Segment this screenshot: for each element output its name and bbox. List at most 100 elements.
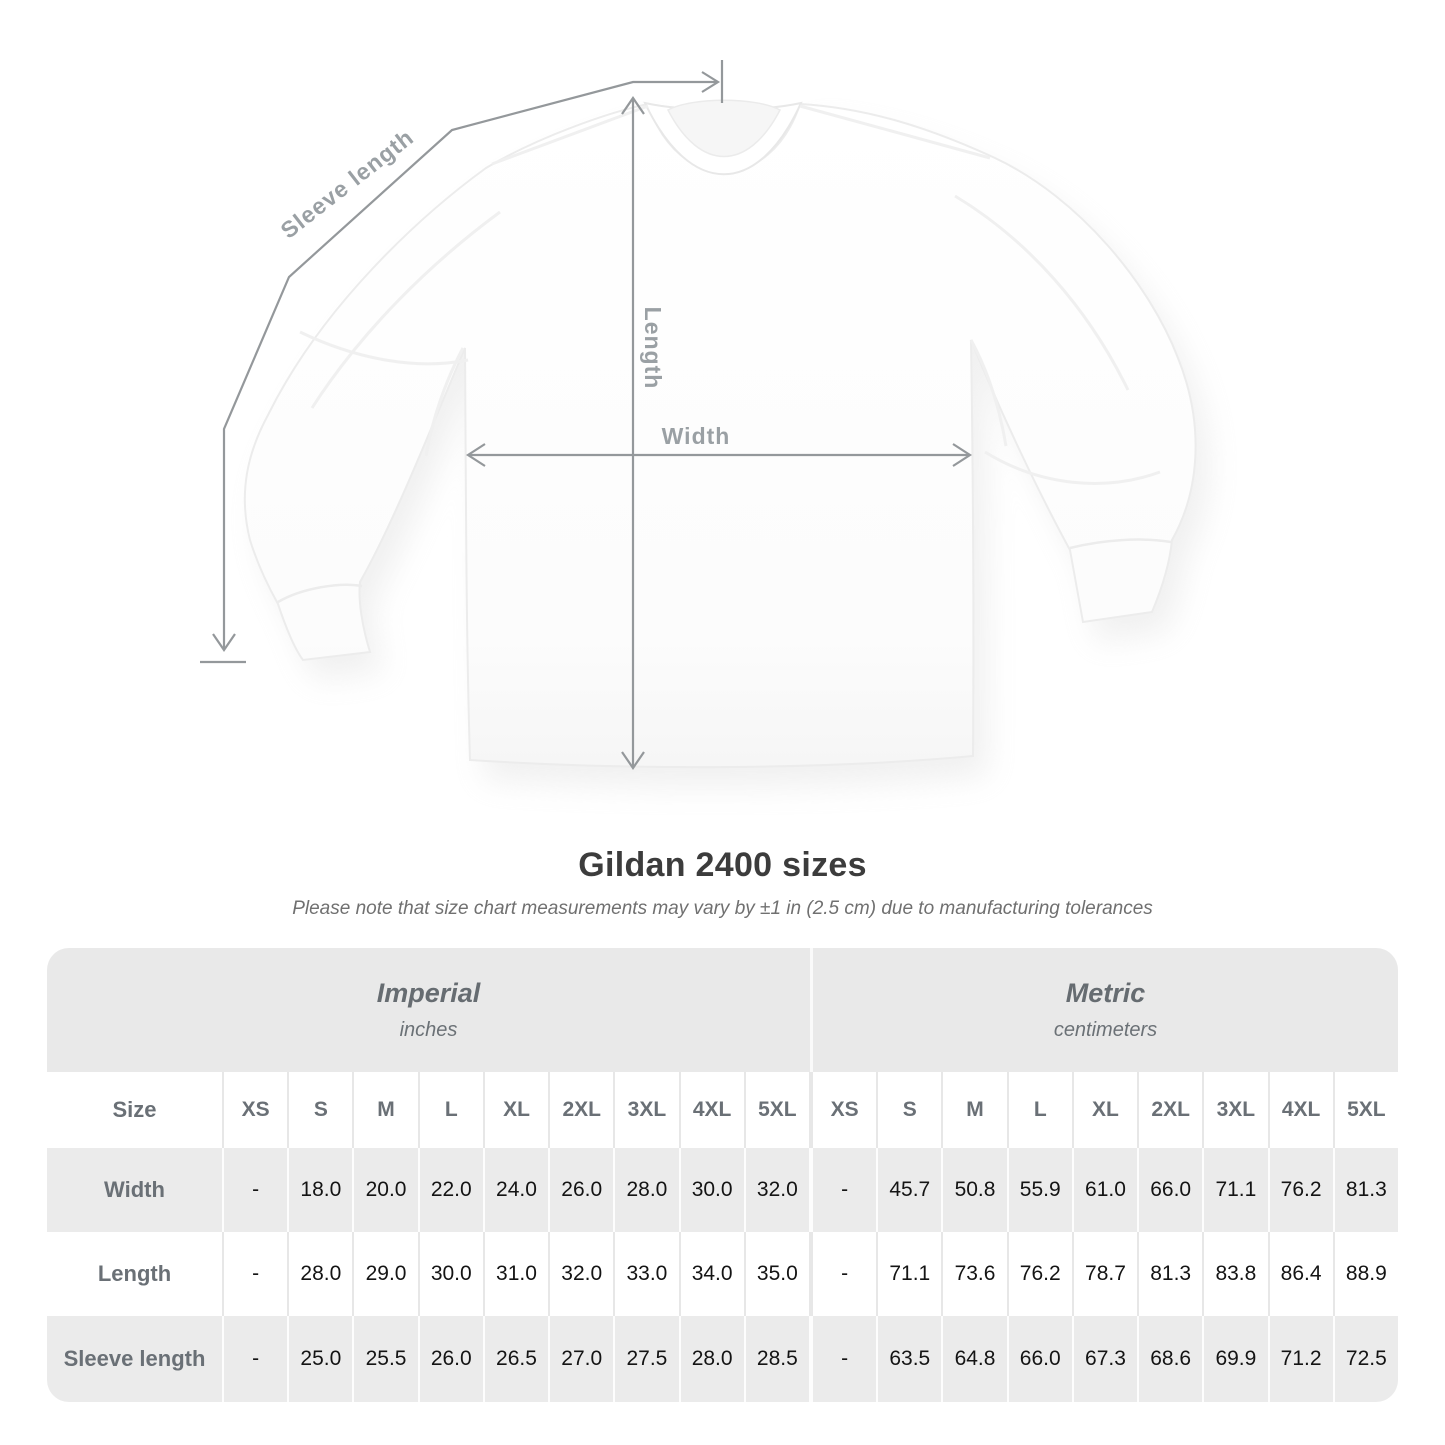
size-col-header: M <box>352 1072 417 1148</box>
table-cell: - <box>222 1316 287 1402</box>
table-cell: 63.5 <box>876 1316 941 1402</box>
size-col-header: XS <box>808 1072 876 1148</box>
table-cell: 55.9 <box>1006 1148 1072 1232</box>
size-header-row: Size XS S M L XL 2XL 3XL 4XL 5XL XS S M … <box>47 1072 1398 1148</box>
page-title: Gildan 2400 sizes <box>578 846 867 884</box>
table-cell: 18.0 <box>287 1148 352 1232</box>
unit-group-metric: Metric centimeters <box>810 948 1398 1072</box>
width-label: Width <box>662 423 731 449</box>
table-cell: 45.7 <box>876 1148 941 1232</box>
size-col-header: 5XL <box>1332 1072 1398 1148</box>
size-col-header: 2XL <box>548 1072 613 1148</box>
table-cell: 86.4 <box>1267 1232 1333 1316</box>
size-header-label: Size <box>112 1097 157 1122</box>
row-label: Length <box>97 1261 172 1286</box>
width-arrow <box>465 443 973 467</box>
table-cell: 26.0 <box>417 1316 483 1402</box>
table-cell: 64.8 <box>941 1316 1006 1402</box>
table-cell: 26.0 <box>548 1148 613 1232</box>
table-cell: - <box>222 1148 287 1232</box>
table-cell: 66.0 <box>1137 1148 1202 1232</box>
table-cell: 29.0 <box>352 1232 417 1316</box>
measurement-lines <box>200 60 973 770</box>
unit-group-name: Metric <box>1065 978 1146 1008</box>
shirt-cuff-seams <box>277 538 1172 604</box>
size-col-header: S <box>287 1072 352 1148</box>
unit-group-unit: inches <box>399 1019 458 1041</box>
table-cell: 24.0 <box>482 1148 548 1232</box>
table-cell: 69.9 <box>1202 1316 1267 1402</box>
table-cell: 71.1 <box>876 1232 941 1316</box>
size-table: Imperial inches Metric centimeters Size … <box>47 948 1398 1402</box>
sleeve-length-arrow <box>200 60 724 664</box>
size-col-header: XL <box>1071 1072 1137 1148</box>
size-col-header: L <box>1006 1072 1072 1148</box>
size-col-header: XL <box>482 1072 548 1148</box>
table-cell: 28.0 <box>613 1148 678 1232</box>
table-cell: - <box>808 1316 876 1402</box>
size-col-header: 3XL <box>1202 1072 1267 1148</box>
table-cell: 22.0 <box>417 1148 483 1232</box>
unit-group-unit: centimeters <box>1053 1019 1158 1041</box>
table-cell: 72.5 <box>1332 1316 1398 1402</box>
table-cell: 76.2 <box>1006 1232 1072 1316</box>
shirt-creases <box>299 104 1161 485</box>
table-cell: 32.0 <box>548 1232 613 1316</box>
table-cell: 32.0 <box>743 1148 809 1232</box>
table-cell: 33.0 <box>613 1232 678 1316</box>
table-cell: 26.5 <box>482 1316 548 1402</box>
table-cell: 25.5 <box>352 1316 417 1402</box>
size-col-header: L <box>417 1072 483 1148</box>
table-cell: 81.3 <box>1137 1232 1202 1316</box>
table-cell: 83.8 <box>1202 1232 1267 1316</box>
row-label: Sleeve length <box>63 1346 206 1371</box>
table-cell: 27.5 <box>613 1316 678 1402</box>
size-col-header: 2XL <box>1137 1072 1202 1148</box>
table-cell: 61.0 <box>1071 1148 1137 1232</box>
table-cell: 34.0 <box>678 1232 744 1316</box>
shirt-measurement-diagram: Sleeve length Length Width <box>200 60 1210 788</box>
table-cell: 81.3 <box>1332 1148 1398 1232</box>
table-cell: 71.1 <box>1202 1148 1267 1232</box>
table-cell: 88.9 <box>1332 1232 1398 1316</box>
unit-group-name: Imperial <box>376 978 481 1008</box>
heading-block: Gildan 2400 sizes Please note that size … <box>0 846 1445 920</box>
table-cell: 27.0 <box>548 1316 613 1402</box>
unit-group-imperial: Imperial inches <box>47 948 810 1072</box>
size-col-header: 3XL <box>613 1072 678 1148</box>
table-cell: 31.0 <box>482 1232 548 1316</box>
table-cell: - <box>808 1232 876 1316</box>
table-row-length: Length - 28.0 29.0 30.0 31.0 32.0 33.0 3… <box>47 1232 1398 1316</box>
table-cell: - <box>808 1148 876 1232</box>
shirt-body <box>243 102 1197 769</box>
table-cell: 67.3 <box>1071 1316 1137 1402</box>
table-cell: 68.6 <box>1137 1316 1202 1402</box>
table-cell: 30.0 <box>678 1148 744 1232</box>
table-cell: 71.2 <box>1267 1316 1333 1402</box>
table-cell: 28.0 <box>678 1316 744 1402</box>
table-cell: - <box>222 1232 287 1316</box>
unit-group-band: Imperial inches Metric centimeters <box>47 948 1398 1072</box>
size-col-header: XS <box>222 1072 287 1148</box>
table-cell: 30.0 <box>417 1232 483 1316</box>
table-cell: 25.0 <box>287 1316 352 1402</box>
table-cell: 50.8 <box>941 1148 1006 1232</box>
size-col-header: S <box>876 1072 941 1148</box>
table-cell: 28.5 <box>743 1316 809 1402</box>
table-cell: 28.0 <box>287 1232 352 1316</box>
size-col-header: 4XL <box>1267 1072 1333 1148</box>
row-label: Width <box>104 1177 165 1202</box>
table-cell: 78.7 <box>1071 1232 1137 1316</box>
size-col-header: M <box>941 1072 1006 1148</box>
length-arrow <box>621 96 645 770</box>
table-cell: 35.0 <box>743 1232 809 1316</box>
table-row-sleeve-length: Sleeve length - 25.0 25.5 26.0 26.5 27.0… <box>47 1316 1398 1402</box>
size-col-header: 5XL <box>743 1072 809 1148</box>
length-label: Length <box>640 307 666 390</box>
table-cell: 73.6 <box>941 1232 1006 1316</box>
table-row-width: Width - 18.0 20.0 22.0 24.0 26.0 28.0 30… <box>47 1148 1398 1232</box>
table-cell: 66.0 <box>1006 1316 1072 1402</box>
table-cell: 20.0 <box>352 1148 417 1232</box>
size-col-header: 4XL <box>678 1072 744 1148</box>
